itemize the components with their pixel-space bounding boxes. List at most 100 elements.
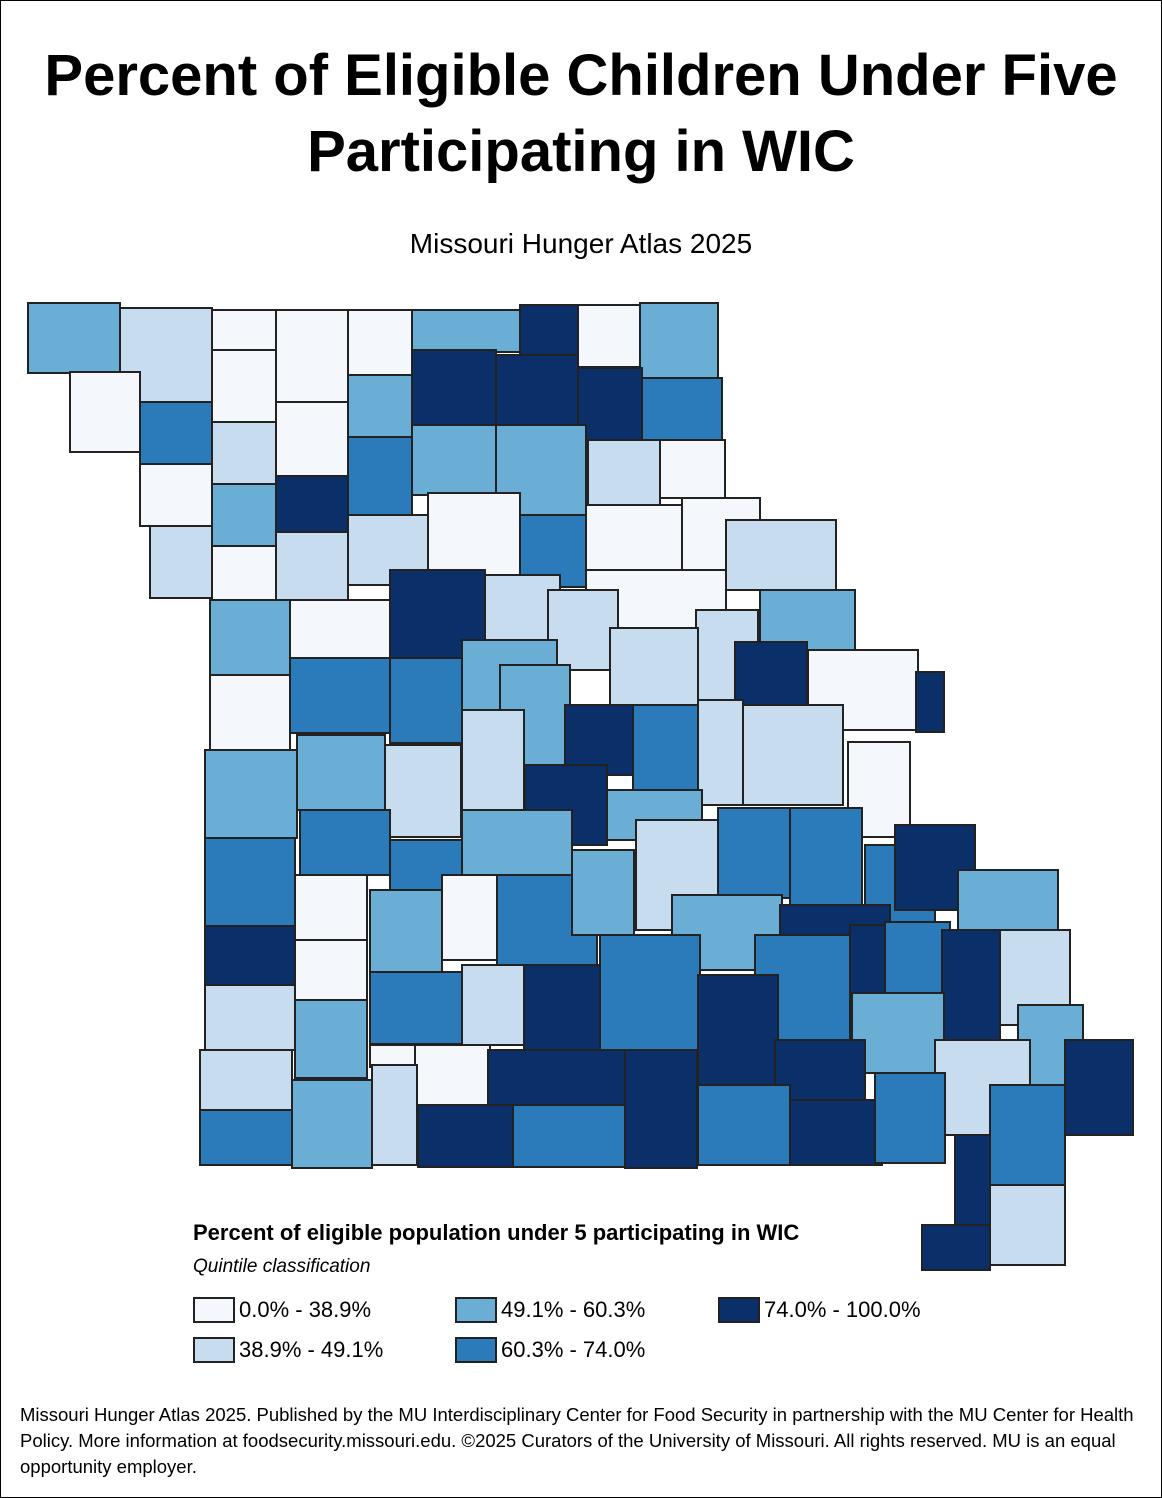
county (941, 929, 1001, 1041)
county (849, 924, 886, 1001)
county (204, 837, 296, 927)
county (487, 1049, 629, 1106)
county (512, 1104, 626, 1168)
county (149, 525, 213, 599)
county (69, 371, 141, 453)
county (211, 309, 277, 351)
county (347, 309, 413, 376)
county (204, 749, 298, 839)
county (209, 674, 291, 751)
county (921, 1224, 991, 1271)
county (209, 599, 291, 676)
county (289, 657, 391, 734)
county (294, 874, 368, 941)
county (369, 889, 443, 976)
county (659, 439, 726, 499)
county (789, 807, 863, 909)
county (371, 1064, 418, 1166)
county (299, 809, 391, 876)
county (697, 974, 779, 1086)
county (294, 999, 368, 1079)
legend-label: 74.0% - 100.0% (764, 1297, 921, 1322)
county (577, 304, 641, 368)
county (915, 671, 945, 733)
county (389, 657, 463, 744)
map (27, 302, 1134, 1271)
county (495, 354, 579, 426)
county (291, 1079, 373, 1169)
county (587, 439, 661, 506)
footer: Missouri Hunger Atlas 2025. Published by… (20, 1404, 1134, 1477)
county (1064, 1039, 1134, 1136)
county (851, 992, 945, 1074)
county (461, 709, 525, 811)
county (417, 1104, 514, 1168)
county (414, 1044, 491, 1106)
county (547, 589, 619, 671)
county (275, 531, 349, 605)
county (874, 1072, 946, 1164)
county (599, 934, 701, 1051)
county (211, 545, 277, 609)
county (211, 483, 277, 547)
legend-subtitle: Quintile classification (193, 1256, 371, 1277)
county (989, 1184, 1066, 1266)
county (275, 401, 349, 477)
county (296, 734, 386, 811)
legend-title: Percent of eligible population under 5 p… (193, 1220, 800, 1245)
county (294, 939, 368, 1006)
county (523, 964, 601, 1051)
county (697, 1084, 791, 1166)
county (211, 421, 277, 485)
county (585, 504, 683, 571)
county (347, 374, 413, 438)
county (199, 1049, 293, 1111)
county (571, 849, 635, 936)
county (697, 699, 744, 806)
legend-swatch (193, 1337, 235, 1363)
county (275, 309, 349, 403)
county (369, 971, 463, 1045)
county (742, 704, 844, 806)
county (289, 599, 391, 659)
county (789, 1099, 883, 1166)
county (204, 984, 296, 1051)
county (411, 424, 497, 496)
legend-swatch (193, 1297, 235, 1323)
legend-label: 60.3% - 74.0% (501, 1337, 646, 1362)
county (639, 302, 719, 379)
county (441, 874, 498, 961)
county (957, 869, 1059, 931)
subtitle: Missouri Hunger Atlas 2025 (409, 228, 753, 259)
county (211, 349, 277, 423)
legend-swatch (455, 1297, 497, 1323)
county (564, 704, 636, 776)
county (411, 309, 521, 353)
legend-label: 38.9% - 49.1% (239, 1337, 384, 1362)
county (884, 921, 951, 995)
county (411, 349, 497, 426)
legend-label: 49.1% - 60.3% (501, 1297, 646, 1322)
county (199, 1109, 293, 1166)
county (577, 367, 643, 441)
county (624, 1049, 698, 1169)
county (717, 807, 791, 899)
county (275, 475, 349, 533)
title: Percent of Eligible Children Under Five … (44, 43, 1118, 184)
county (989, 1084, 1066, 1186)
county (384, 744, 462, 838)
county (139, 463, 213, 527)
county (139, 401, 213, 465)
legend-swatch (455, 1337, 497, 1363)
county (461, 964, 525, 1046)
county (347, 436, 413, 516)
county (204, 925, 296, 987)
legend-label: 0.0% - 38.9% (239, 1297, 372, 1322)
county (632, 704, 699, 796)
county (27, 302, 121, 374)
legend-swatch (718, 1297, 760, 1323)
county (519, 304, 579, 358)
county (725, 519, 837, 591)
county (641, 377, 723, 441)
